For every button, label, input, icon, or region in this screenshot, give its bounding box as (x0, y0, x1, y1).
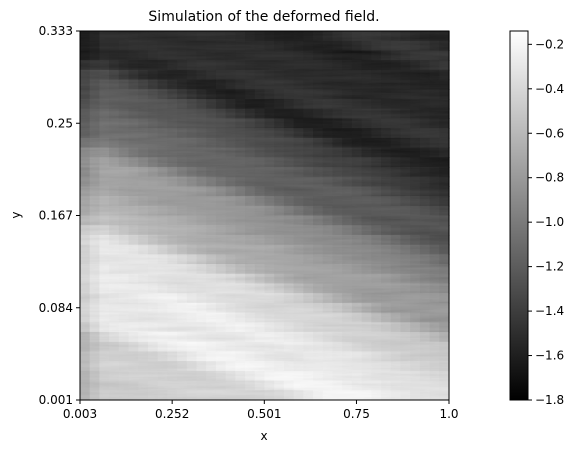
y-tick-label: 0.25 (46, 116, 73, 130)
x-tick-label: 0.75 (343, 407, 370, 421)
colorbar-tick-label: −1.2 (535, 260, 564, 274)
heatmap-field (79, 30, 450, 401)
colorbar-tick-label: −1.6 (535, 349, 564, 363)
x-tick-label: 0.252 (155, 407, 189, 421)
y-axis: 0.001 0.084 0.167 0.25 0.333 (39, 24, 80, 407)
colorbar-tick-label: −0.8 (535, 171, 564, 185)
chart-title: Simulation of the deformed field. (148, 9, 379, 25)
x-tick-label: 0.501 (247, 407, 281, 421)
y-tick-label: 0.333 (39, 24, 73, 38)
y-axis-label: y (9, 211, 23, 218)
x-tick-label: 1.0 (439, 407, 458, 421)
colorbar-tick-label: −0.2 (535, 37, 564, 51)
y-tick-label: 0.084 (39, 301, 73, 315)
x-axis-label: x (260, 429, 267, 443)
colorbar: −1.8 −1.6 −1.4 −1.2 −1.0 −0.8 −0.6 −0.4 −0.2 (509, 30, 564, 407)
colorbar-gradient (509, 30, 529, 401)
colorbar-tick-label: −0.4 (535, 82, 564, 96)
colorbar-tick-label: −1.8 (535, 393, 564, 407)
texture-overlay (80, 31, 449, 400)
y-tick-label: 0.167 (39, 209, 73, 223)
colorbar-tick-label: −1.0 (535, 215, 564, 229)
y-tick-label: 0.001 (39, 393, 73, 407)
x-tick-label: 0.003 (63, 407, 97, 421)
colorbar-tick-label: −0.6 (535, 126, 564, 140)
x-axis: 0.003 0.252 0.501 0.75 1.0 (63, 400, 459, 421)
colorbar-tick-label: −1.4 (535, 304, 564, 318)
